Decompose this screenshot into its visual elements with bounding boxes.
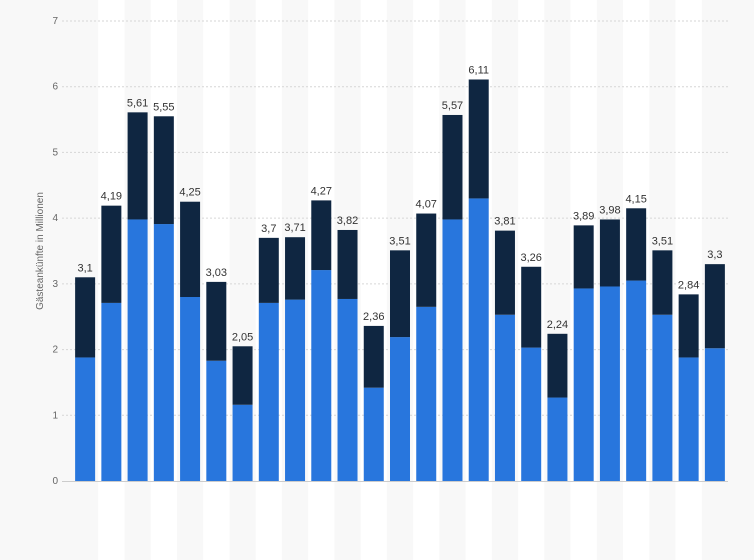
bar-segment-lower: [285, 299, 306, 481]
bar-segment-lower: [127, 219, 148, 481]
bar-segment-upper: [599, 219, 620, 287]
bar-segment-lower: [468, 198, 489, 481]
bar-segment-upper: [573, 225, 594, 289]
bar-segment-lower: [599, 286, 620, 481]
data-label: 3,3: [707, 249, 722, 261]
bar-segment-lower: [311, 270, 332, 481]
y-axis: 0 1 2 3 4 5 6 7: [52, 16, 58, 487]
bar-segment-upper: [468, 79, 489, 199]
bar-segment-upper: [180, 201, 201, 297]
bar-segment-upper: [704, 264, 725, 349]
data-label: 4,07: [416, 199, 437, 211]
bar-segment-upper: [442, 114, 463, 220]
data-label: 6,11: [468, 64, 489, 76]
bar-segment-lower: [258, 302, 279, 481]
bar-segment-lower: [704, 348, 725, 481]
data-label: 4,27: [311, 185, 332, 197]
bar-segment-upper: [652, 250, 673, 315]
bar-segment-upper: [258, 237, 279, 303]
data-label: 3,98: [599, 204, 620, 216]
bar-segment-lower: [652, 314, 673, 481]
data-label: 2,24: [547, 319, 568, 331]
data-label: 3,26: [520, 252, 541, 264]
bar-segment-upper: [521, 266, 542, 348]
bar-segment-upper: [547, 333, 568, 398]
bar-segment-upper: [232, 346, 253, 405]
bar-segment-upper: [494, 230, 515, 315]
bar-segment-lower: [494, 314, 515, 481]
data-label: 3,51: [389, 235, 410, 247]
bar-segment-lower: [101, 302, 122, 481]
data-label: 3,81: [494, 216, 515, 228]
data-label: 3,1: [77, 262, 92, 274]
y-tick-label: 3: [52, 279, 58, 290]
data-label: 3,89: [573, 210, 594, 222]
bar-segment-lower: [206, 360, 227, 481]
bar-segment-upper: [285, 237, 306, 300]
bar-segment-upper: [311, 200, 332, 271]
y-tick-label: 6: [52, 82, 58, 93]
bar-segment-lower: [442, 219, 463, 481]
bar-segment-lower: [75, 357, 96, 481]
bar-segment-lower: [547, 397, 568, 481]
bar-segment-lower: [626, 280, 647, 481]
data-label: 5,57: [442, 100, 463, 112]
y-tick-label: 2: [52, 345, 58, 356]
y-tick-label: 4: [52, 213, 58, 224]
bar-segment-lower: [390, 337, 410, 481]
bar-segment-upper: [337, 229, 358, 299]
data-label: 3,82: [337, 215, 358, 227]
bar-segment-lower: [337, 298, 358, 481]
data-label: 3,7: [261, 223, 276, 235]
bar-segment-upper: [626, 208, 647, 281]
bar-segment-lower: [416, 306, 437, 481]
y-tick-label: 0: [52, 476, 58, 487]
bar-segment-upper: [127, 112, 148, 220]
bar-segment-lower: [153, 224, 174, 482]
y-tick-label: 5: [52, 147, 58, 158]
data-label: 3,71: [284, 222, 305, 234]
value-labels: 3,1 4,19 5,61 5,55 4,25 3,03 2,05 3,7 3,71 4,27 3,…: [77, 64, 722, 343]
y-axis-title: Gästeankünfte in Millionen: [35, 192, 46, 310]
y-tick-label: 1: [52, 410, 58, 421]
bar-segment-lower: [363, 387, 384, 481]
bar-segment-upper: [363, 325, 384, 388]
data-label: 3,51: [652, 235, 673, 247]
bar-segment-lower: [180, 297, 201, 481]
data-label: 4,25: [179, 187, 200, 199]
bar-segment-upper: [416, 213, 437, 307]
bar-segment-upper: [390, 250, 410, 338]
bars: [75, 79, 725, 482]
data-label: 2,05: [232, 331, 253, 343]
bar-segment-lower: [678, 357, 699, 481]
data-label: 2,84: [678, 279, 699, 291]
bar-segment-upper: [101, 205, 122, 303]
bar-segment-upper: [153, 116, 174, 225]
data-label: 4,15: [625, 193, 646, 205]
data-label: 3,03: [206, 267, 227, 279]
data-label: 5,61: [127, 97, 148, 109]
data-label: 4,19: [101, 191, 122, 203]
data-label: 5,55: [153, 101, 174, 113]
bar-segment-lower: [573, 288, 594, 481]
y-tick-label: 7: [52, 16, 58, 27]
bar-segment-upper: [75, 277, 96, 358]
bar-segment-upper: [678, 294, 699, 358]
data-label: 2,36: [363, 311, 384, 323]
bar-segment-lower: [232, 404, 253, 481]
bar-segment-upper: [206, 281, 227, 361]
bar-segment-lower: [521, 347, 542, 481]
